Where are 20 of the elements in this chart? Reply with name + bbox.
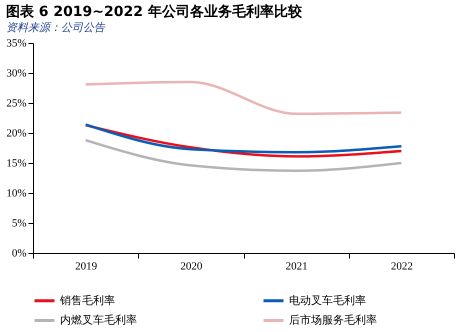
line-series (84, 80, 403, 116)
legend-label: 内燃叉车毛利率 (60, 314, 137, 326)
x-tick-label: 2020 (180, 260, 203, 272)
y-tick-label: 0% (12, 248, 26, 260)
y-tick-label: 10% (6, 188, 26, 200)
y-tick-label: 35% (6, 38, 26, 50)
legend-label: 销售毛利率 (59, 294, 115, 307)
line-series (84, 138, 403, 172)
x-tick-label: 2019 (75, 260, 98, 272)
y-tick-label: 5% (12, 218, 26, 230)
x-tick-label: 2021 (286, 260, 308, 272)
text: 资料来源：公司公告 (6, 21, 106, 34)
y-tick-label: 30% (6, 68, 26, 80)
chart-title: 图表 6 2019~2022 年公司各业务毛利率比较 (6, 3, 303, 20)
legend-label: 电动叉车毛利率 (289, 294, 366, 307)
x-tick-label: 2022 (390, 260, 413, 272)
y-tick-label: 15% (6, 158, 26, 170)
legend-label: 后市场服务毛利率 (289, 314, 377, 326)
y-tick-label: 25% (6, 98, 26, 110)
y-tick-label: 20% (6, 128, 26, 140)
